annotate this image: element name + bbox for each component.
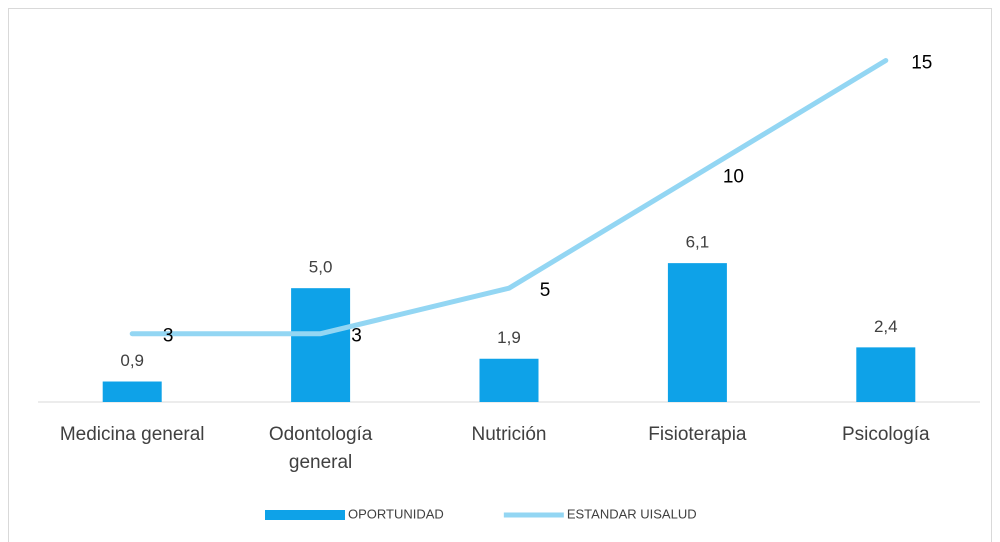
legend-swatch	[265, 510, 345, 520]
bar-value-label: 6,1	[686, 233, 710, 252]
bar	[291, 288, 351, 402]
x-tick-label: Medicina general	[59, 424, 205, 445]
line-value-label: 3	[351, 326, 362, 347]
x-tick-label: Nutrición	[471, 424, 547, 445]
bar-value-label: 1,9	[497, 328, 521, 347]
legend-label: OPORTUNIDAD	[348, 506, 444, 521]
bar-value-label: 2,4	[874, 317, 898, 336]
bar	[856, 347, 916, 402]
bar	[102, 381, 162, 402]
bar-value-label: 0,9	[120, 351, 144, 370]
bar	[479, 358, 539, 402]
x-tick-label: Fisioterapia	[648, 424, 747, 445]
x-tick-label: Odontología general	[268, 424, 373, 473]
legend-label: ESTANDAR UISALUD	[567, 506, 697, 521]
line-value-label: 3	[163, 326, 174, 347]
x-tick-label: Psicología	[841, 424, 930, 445]
line-value-label: 5	[540, 280, 551, 301]
line-value-label: 15	[911, 53, 932, 74]
chart-border	[8, 8, 992, 542]
line-value-label: 10	[723, 166, 744, 187]
line	[129, 58, 889, 337]
bar-value-label: 5,0	[309, 258, 333, 277]
bar	[667, 263, 727, 402]
